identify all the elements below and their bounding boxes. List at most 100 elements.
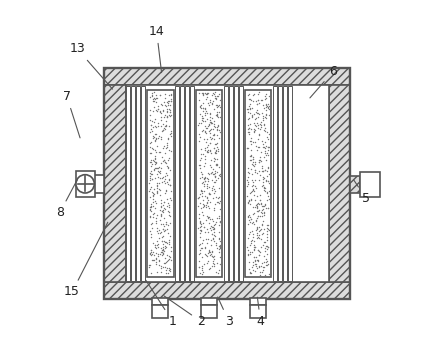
Point: [215, 127, 222, 133]
Point: [149, 176, 155, 182]
Bar: [245, 90, 271, 277]
Point: [244, 247, 251, 253]
Point: [200, 151, 207, 157]
Point: [205, 258, 212, 264]
Point: [249, 98, 256, 104]
Point: [210, 166, 217, 171]
Point: [148, 118, 155, 124]
Point: [163, 222, 170, 227]
Point: [197, 219, 204, 224]
Point: [166, 182, 173, 188]
Point: [157, 93, 164, 98]
Point: [201, 175, 208, 181]
Point: [210, 132, 216, 138]
Point: [158, 238, 165, 244]
Point: [167, 197, 174, 203]
Point: [157, 230, 164, 236]
Point: [164, 258, 171, 264]
Point: [153, 225, 160, 231]
Point: [204, 90, 211, 96]
Point: [200, 136, 207, 141]
Point: [256, 227, 263, 233]
Point: [255, 110, 262, 115]
Point: [253, 257, 260, 263]
Point: [165, 222, 172, 228]
Point: [160, 226, 167, 232]
Point: [250, 120, 257, 125]
Point: [198, 209, 205, 214]
Point: [246, 125, 252, 130]
Point: [152, 154, 159, 159]
Point: [195, 252, 202, 257]
Point: [245, 198, 252, 204]
Point: [146, 262, 153, 268]
Point: [149, 162, 156, 167]
Bar: [180, 86, 184, 282]
Point: [251, 168, 258, 173]
Point: [200, 91, 207, 97]
Point: [204, 251, 211, 256]
Point: [167, 188, 174, 193]
Point: [166, 113, 173, 119]
Point: [199, 220, 206, 226]
Point: [204, 185, 211, 191]
Point: [247, 97, 254, 102]
Point: [264, 193, 271, 199]
Point: [207, 225, 213, 230]
Point: [250, 246, 257, 252]
Point: [246, 110, 253, 116]
Point: [149, 193, 156, 199]
Point: [213, 93, 220, 99]
Point: [155, 235, 162, 241]
Point: [254, 114, 261, 119]
Point: [146, 170, 153, 176]
Point: [208, 186, 215, 191]
Point: [198, 151, 205, 157]
Point: [251, 210, 258, 215]
Point: [212, 124, 219, 130]
Point: [265, 104, 271, 109]
Point: [254, 120, 261, 126]
Point: [168, 96, 174, 102]
Point: [208, 223, 215, 229]
Point: [244, 221, 251, 227]
Point: [152, 137, 159, 142]
Point: [161, 143, 168, 149]
Point: [162, 244, 169, 250]
Point: [149, 146, 156, 152]
Point: [162, 222, 169, 227]
Point: [207, 98, 214, 103]
Point: [201, 175, 208, 180]
Point: [147, 247, 154, 252]
Point: [209, 249, 216, 255]
Point: [146, 140, 153, 146]
Point: [202, 96, 209, 102]
Point: [251, 247, 258, 253]
Point: [153, 245, 160, 251]
Point: [196, 138, 203, 144]
Point: [212, 93, 219, 99]
Point: [199, 115, 206, 120]
Point: [216, 104, 223, 110]
Point: [208, 224, 215, 229]
Bar: [234, 86, 238, 282]
Point: [197, 224, 204, 230]
Point: [209, 248, 216, 254]
Point: [147, 171, 154, 177]
Point: [158, 101, 165, 106]
Point: [210, 236, 216, 241]
Point: [247, 141, 254, 147]
Point: [215, 200, 222, 206]
Point: [159, 207, 166, 213]
Point: [160, 158, 167, 163]
Point: [213, 140, 220, 146]
Bar: [196, 90, 223, 277]
Point: [252, 159, 259, 165]
Point: [157, 213, 164, 219]
Point: [154, 184, 161, 189]
Point: [147, 207, 154, 212]
Point: [152, 157, 158, 162]
Point: [150, 191, 157, 197]
Point: [251, 255, 258, 260]
Point: [153, 171, 160, 176]
